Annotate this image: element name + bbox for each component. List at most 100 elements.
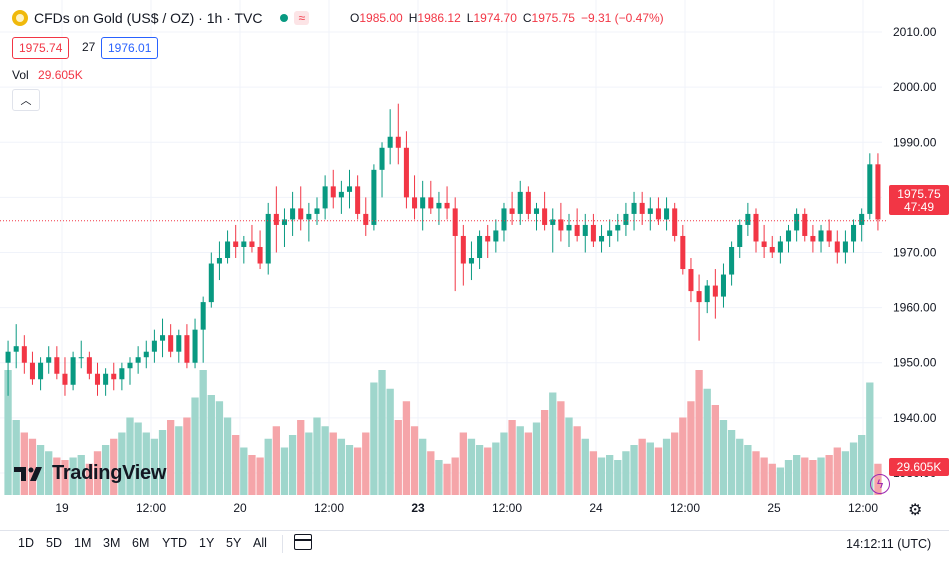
volume-bar (370, 382, 378, 495)
volume-bar (508, 420, 516, 495)
candle-body (737, 224, 743, 247)
volume-bar (20, 432, 28, 495)
lightning-icon[interactable]: ϟ (870, 474, 890, 494)
range-button-1y[interactable]: 1Y (199, 536, 215, 550)
chevron-up-icon: ︿ (20, 95, 32, 107)
volume-bar (597, 457, 606, 495)
collapse-legend-button[interactable]: ︿ (12, 89, 40, 111)
candle-body (655, 208, 661, 220)
candle-body (623, 213, 629, 225)
candle-body (257, 246, 263, 264)
candle-body (558, 219, 564, 231)
candle-body (5, 351, 11, 363)
candle-body (851, 224, 857, 242)
range-button-ytd[interactable]: YTD (162, 536, 187, 550)
last-price-label: 1975.75 47:49 (889, 185, 949, 215)
range-button-3m[interactable]: 3M (103, 536, 121, 550)
candle-body (94, 373, 101, 385)
symbol-header[interactable]: CFDs on Gold (US$ / OZ) · 1h · TVC ≈ (12, 10, 310, 26)
volume-bar (36, 445, 45, 495)
candle-body (306, 213, 312, 220)
delayed-data-icon[interactable]: ≈ (294, 11, 310, 25)
volume-bar (345, 445, 354, 495)
volume-bar (719, 420, 728, 495)
countdown-value: 47:49 (904, 200, 934, 214)
candle-body (290, 208, 296, 220)
range-button-1d[interactable]: 1D (18, 536, 34, 550)
price-tick-label: 1950.00 (893, 356, 937, 370)
volume-bar (866, 382, 874, 495)
volume-bar (321, 426, 329, 495)
volume-bar (646, 442, 654, 495)
volume-bar (532, 422, 541, 495)
price-tick-label: 1970.00 (893, 246, 937, 260)
candle-body (672, 208, 678, 236)
range-button-all[interactable]: All (253, 536, 267, 550)
candle-body (428, 197, 434, 209)
candle-body (371, 169, 377, 225)
volume-bar (394, 420, 402, 495)
calendar-icon[interactable] (294, 534, 312, 550)
candle-body (379, 147, 385, 170)
volume-bar (492, 442, 500, 495)
volume-bar (272, 426, 281, 495)
range-button-5y[interactable]: 5Y (226, 536, 242, 550)
volume-bar (410, 426, 419, 495)
ask-button[interactable]: 1976.01 (101, 37, 159, 59)
volume-bar (833, 447, 841, 495)
price-axis[interactable]: 2010.002000.001990.001980.001970.001960.… (893, 25, 937, 480)
volume-bar (744, 445, 752, 495)
bid-button[interactable]: 1975.74 (12, 37, 70, 59)
candle-body (745, 213, 751, 225)
candle-body (346, 186, 353, 192)
tradingview-logo[interactable]: TradingView (14, 462, 166, 485)
time-axis[interactable]: 19 12:00 20 12:00 23 12:00 24 12:00 25 12:00 (55, 501, 878, 515)
candle-body (712, 285, 718, 297)
volume-bar (849, 442, 858, 495)
candle-body (62, 373, 68, 385)
volume-bar (638, 438, 646, 495)
volume-bar (784, 460, 793, 495)
candle-body (192, 329, 198, 363)
volume-bar (459, 432, 467, 495)
volume-bar (223, 417, 232, 495)
volume-bar (150, 438, 159, 495)
volume-bar (605, 455, 614, 495)
candle-body (249, 241, 255, 247)
volume-bar (581, 438, 589, 495)
spread-value: 27 (82, 40, 96, 54)
volume-bar (792, 455, 801, 495)
utc-clock[interactable]: 14:12:11 (UTC) (846, 537, 932, 551)
volume-bar (768, 463, 776, 495)
candle-body (875, 164, 881, 220)
candle-body (688, 269, 694, 292)
time-tick-label: 12:00 (848, 501, 878, 515)
volume-bar (386, 388, 394, 495)
range-button-6m[interactable]: 6M (132, 536, 150, 550)
candle-body (127, 362, 133, 369)
candle-body (859, 213, 865, 225)
candle-body (387, 136, 393, 148)
range-button-1m[interactable]: 1M (74, 536, 92, 550)
candle-body (590, 224, 596, 242)
volume-bar (573, 426, 581, 495)
volume-bar (191, 397, 199, 495)
volume-bar (248, 455, 256, 495)
candle-body (761, 241, 767, 247)
volume-bar (825, 455, 833, 495)
candle-body (355, 186, 361, 214)
gear-icon[interactable]: ⚙ (908, 502, 923, 519)
candle-body (135, 357, 141, 363)
candle-body (834, 241, 840, 253)
candle-body (477, 235, 483, 259)
candle-body (720, 274, 726, 297)
volume-bar (240, 447, 248, 495)
time-tick-label: 25 (767, 501, 781, 515)
volume-bar (451, 457, 459, 495)
tv-logo-icon (14, 466, 42, 481)
gold-coin-icon (12, 10, 28, 26)
range-button-5d[interactable]: 5D (46, 536, 62, 550)
volume-bar (280, 447, 289, 495)
candle-body (509, 208, 515, 214)
